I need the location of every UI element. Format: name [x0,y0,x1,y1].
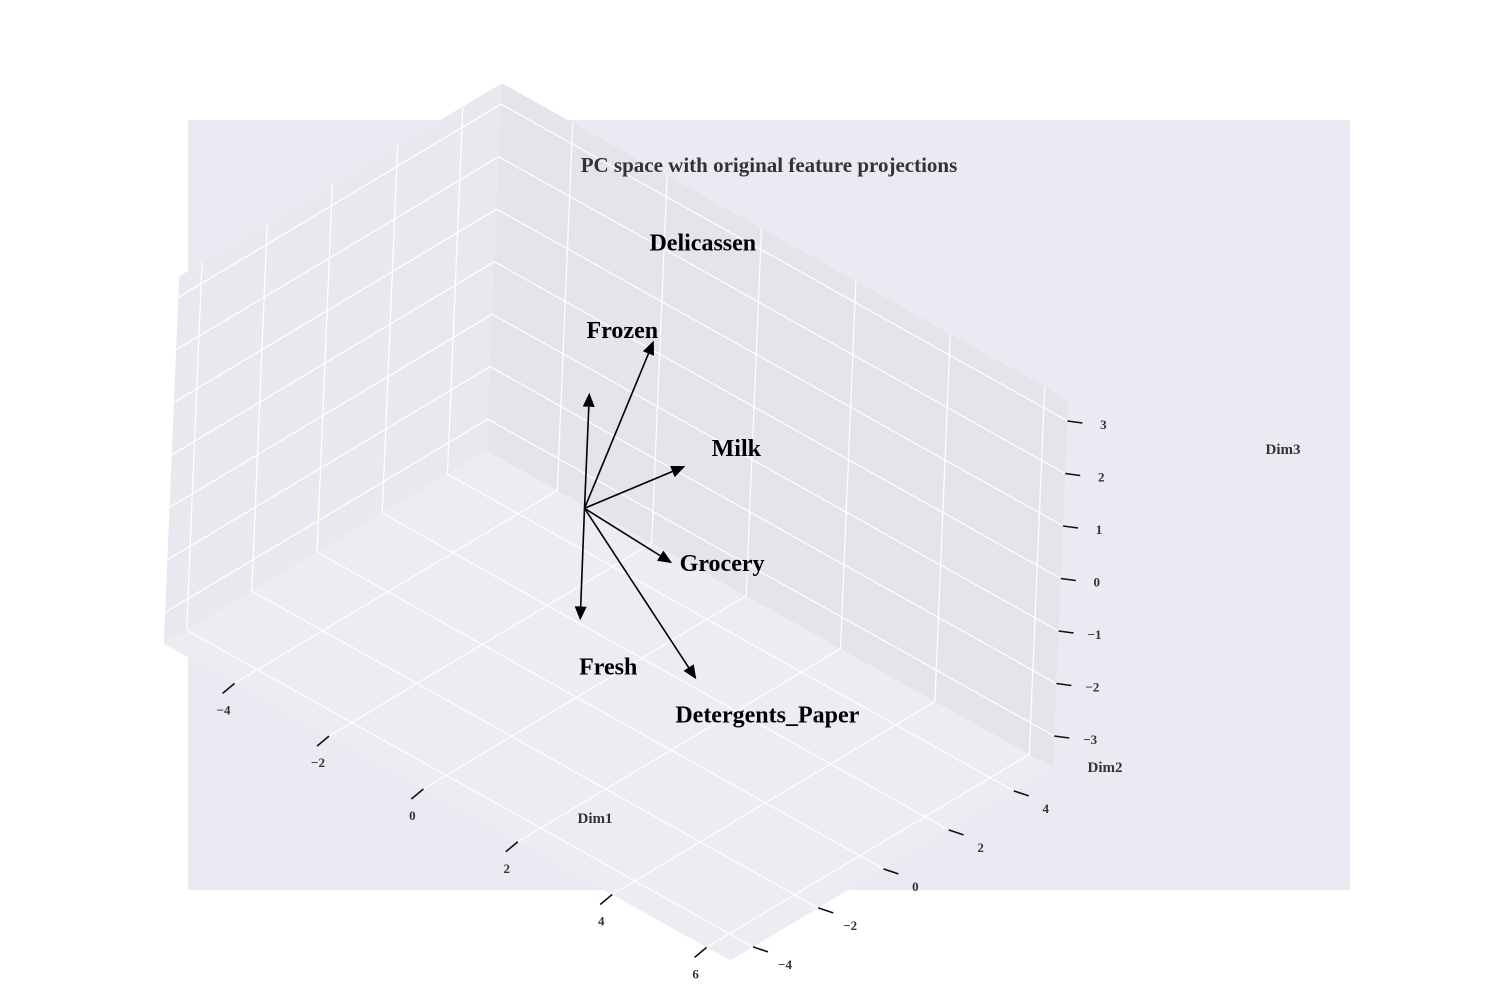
y-tick [948,829,964,836]
grid-line [173,208,497,403]
arrowhead-fresh [574,606,587,621]
z-tick [1062,525,1079,529]
grid-line [175,156,500,351]
y-tick [883,868,899,875]
grid-line [651,175,668,544]
x-tick-label: 0 [409,808,416,823]
grid-line [934,333,951,702]
x-axis-label: Dim1 [578,811,613,827]
x-tick-label: 2 [504,861,511,876]
grid-line [447,473,1015,792]
arrowhead-delicassen [642,340,654,356]
grid-line [251,590,819,909]
grid-line [177,103,502,298]
grid-line [316,184,333,553]
grid-line [611,700,936,896]
feature-label-frozen: Frozen [587,318,659,344]
grid-line [706,753,1030,948]
z-tick [1058,630,1074,634]
grid-line [169,313,493,508]
grid-line [381,512,949,831]
z-tick [1065,472,1081,477]
grid-line [186,629,754,948]
grid-line [423,595,747,790]
feature-label-grocery: Grocery [680,551,765,577]
grid-line [491,313,1059,632]
y-tick [817,907,834,914]
z-axis-label: Dim3 [1266,442,1301,458]
grid-line [251,223,268,592]
grid-line [517,648,841,843]
y-axis-label: Dim2 [1088,760,1123,776]
feature-label-milk: Milk [712,436,762,462]
y-tick [752,946,769,953]
pane-floor [163,450,1053,961]
arrowhead-frozen [582,392,595,407]
grid-line [164,418,489,613]
grid-line [1028,386,1046,755]
arrow-grocery [584,507,661,557]
arrow-milk [584,470,673,510]
z-tick-label: −3 [1083,732,1097,747]
x-tick-label: −4 [217,702,231,717]
grid-line [186,262,203,631]
grid-line [498,156,1066,475]
x-tick-label: 4 [598,914,605,929]
x-tick [694,946,708,959]
z-tick-label: −1 [1088,627,1102,642]
grid-line [328,542,653,737]
arrow-delicassen [583,353,650,509]
x-tick-label: 6 [692,966,699,981]
y-tick-label: 0 [912,879,919,894]
grid-line [487,418,1055,737]
x-tick [316,735,330,747]
y-tick-label: 4 [1043,801,1050,816]
z-tick-label: 1 [1096,522,1103,537]
grid-line [556,122,574,491]
arrowhead-detergents-paper [683,664,697,680]
arrowhead-grocery [657,550,673,564]
arrowhead-milk [670,466,686,478]
feature-label-detergents-paper: Detergents_Paper [675,702,859,728]
grid-line [316,551,884,870]
grid-line [234,489,558,684]
arrow-detergents-paper [583,507,690,669]
y-tick [1013,790,1030,797]
z-tick-label: 3 [1100,417,1107,432]
z-tick [1067,420,1083,424]
grid-line [166,366,491,561]
grid-line [171,261,495,456]
feature-label-delicassen: Delicassen [649,231,756,257]
z-tick [1056,682,1072,687]
x-tick [505,841,519,853]
y-tick-label: −2 [843,918,857,933]
z-tick-label: −2 [1085,680,1099,695]
z-tick-label: 2 [1098,470,1105,485]
x-tick [410,788,424,800]
grid-line [446,106,464,475]
chart-title: PC space with original feature projectio… [581,153,958,177]
z-tick-label: 0 [1094,575,1101,590]
grid-line [500,103,1068,422]
x-tick [599,893,613,906]
y-tick-label: 2 [977,840,984,855]
grid-line [494,261,1062,580]
x-tick [222,682,236,695]
grid-line [839,281,857,649]
grid-line [381,145,399,514]
y-tick-label: −4 [778,957,792,972]
x-tick-label: −2 [311,755,325,770]
pane-left [163,83,502,644]
arrow-frozen [583,406,590,509]
grid-line [489,366,1057,685]
z-tick [1060,577,1076,582]
grid-line [496,208,1064,527]
z-tick [1054,735,1070,739]
grid-line [745,228,763,596]
arrow-fresh [579,508,586,607]
feature-label-fresh: Fresh [579,654,637,680]
pane-back [486,83,1069,768]
